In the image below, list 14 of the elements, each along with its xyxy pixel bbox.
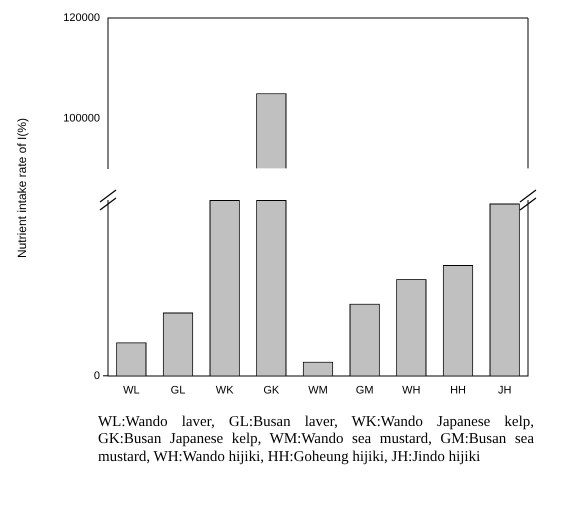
text: 0 bbox=[94, 370, 100, 382]
x-tick-label: GM bbox=[356, 384, 374, 396]
x-tick-label: GL bbox=[170, 384, 186, 396]
x-tick-label: WH bbox=[402, 384, 421, 396]
x-tick-label: JH bbox=[498, 384, 512, 396]
y-tick-label: 120000 bbox=[63, 12, 100, 24]
y-axis-title: Nutrient intake rate of I(%) bbox=[15, 118, 29, 258]
x-tick-label: WK bbox=[216, 384, 234, 396]
y-tick-label: 100000 bbox=[63, 112, 100, 124]
x-tick-label: HH bbox=[450, 384, 466, 396]
x-tick-label: GK bbox=[263, 384, 280, 396]
x-tick-label: WM bbox=[308, 384, 328, 396]
x-tick-label: WL bbox=[123, 384, 140, 396]
text: WL:Wando laver, GL:Busan laver, WK:Wando Japanese kelp, GK:Busan Japanese kelp, WM:Wando sea mustard, GM:Busan sea mustard, WH:Wando hijiki, HH:Goheung hijiki, JH:Jindo hijiki bbox=[98, 414, 534, 466]
